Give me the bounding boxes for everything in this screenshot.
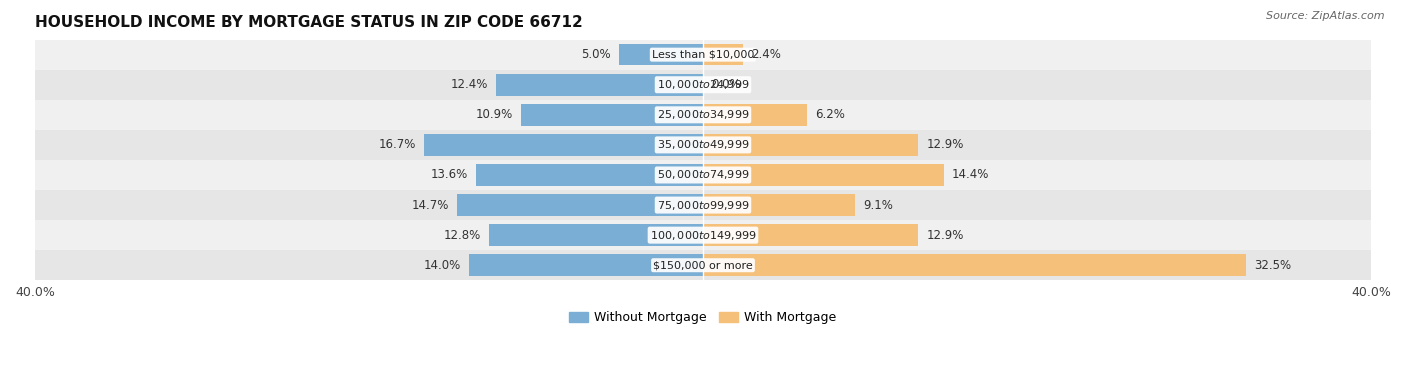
Text: 14.7%: 14.7%: [412, 199, 449, 211]
Text: $25,000 to $34,999: $25,000 to $34,999: [657, 108, 749, 121]
Bar: [489, 224, 703, 246]
Bar: [457, 194, 703, 216]
Text: 13.6%: 13.6%: [430, 169, 468, 181]
Bar: [703, 194, 855, 216]
Bar: [703, 104, 807, 126]
Bar: [35, 160, 1371, 190]
Bar: [35, 100, 1371, 130]
Text: $150,000 or more: $150,000 or more: [654, 260, 752, 270]
Text: 6.2%: 6.2%: [815, 108, 845, 121]
Bar: [425, 134, 703, 156]
Bar: [703, 254, 1246, 276]
Text: 12.8%: 12.8%: [444, 228, 481, 242]
Bar: [522, 104, 703, 126]
Bar: [703, 224, 918, 246]
Bar: [35, 70, 1371, 100]
Text: 10.9%: 10.9%: [475, 108, 513, 121]
Bar: [35, 190, 1371, 220]
Bar: [35, 40, 1371, 70]
Text: 16.7%: 16.7%: [378, 138, 416, 152]
Text: 32.5%: 32.5%: [1254, 259, 1291, 272]
Bar: [470, 254, 703, 276]
Bar: [35, 250, 1371, 280]
Bar: [703, 134, 918, 156]
Text: 12.9%: 12.9%: [927, 228, 965, 242]
Text: Source: ZipAtlas.com: Source: ZipAtlas.com: [1267, 11, 1385, 21]
Text: 2.4%: 2.4%: [751, 48, 782, 61]
Bar: [35, 130, 1371, 160]
Text: Less than $10,000: Less than $10,000: [652, 50, 754, 60]
Text: 12.4%: 12.4%: [450, 78, 488, 91]
Text: 0.0%: 0.0%: [711, 78, 741, 91]
Bar: [475, 164, 703, 186]
Text: $10,000 to $24,999: $10,000 to $24,999: [657, 78, 749, 91]
Text: 5.0%: 5.0%: [582, 48, 612, 61]
Text: 14.4%: 14.4%: [952, 169, 990, 181]
Bar: [35, 220, 1371, 250]
Bar: [703, 164, 943, 186]
Text: $100,000 to $149,999: $100,000 to $149,999: [650, 228, 756, 242]
Text: 14.0%: 14.0%: [423, 259, 461, 272]
Bar: [703, 44, 744, 66]
Text: 12.9%: 12.9%: [927, 138, 965, 152]
Text: $75,000 to $99,999: $75,000 to $99,999: [657, 199, 749, 211]
Bar: [496, 74, 703, 95]
Bar: [620, 44, 703, 66]
Text: $35,000 to $49,999: $35,000 to $49,999: [657, 138, 749, 152]
Text: HOUSEHOLD INCOME BY MORTGAGE STATUS IN ZIP CODE 66712: HOUSEHOLD INCOME BY MORTGAGE STATUS IN Z…: [35, 15, 582, 30]
Text: 9.1%: 9.1%: [863, 199, 893, 211]
Text: $50,000 to $74,999: $50,000 to $74,999: [657, 169, 749, 181]
Legend: Without Mortgage, With Mortgage: Without Mortgage, With Mortgage: [564, 306, 842, 329]
